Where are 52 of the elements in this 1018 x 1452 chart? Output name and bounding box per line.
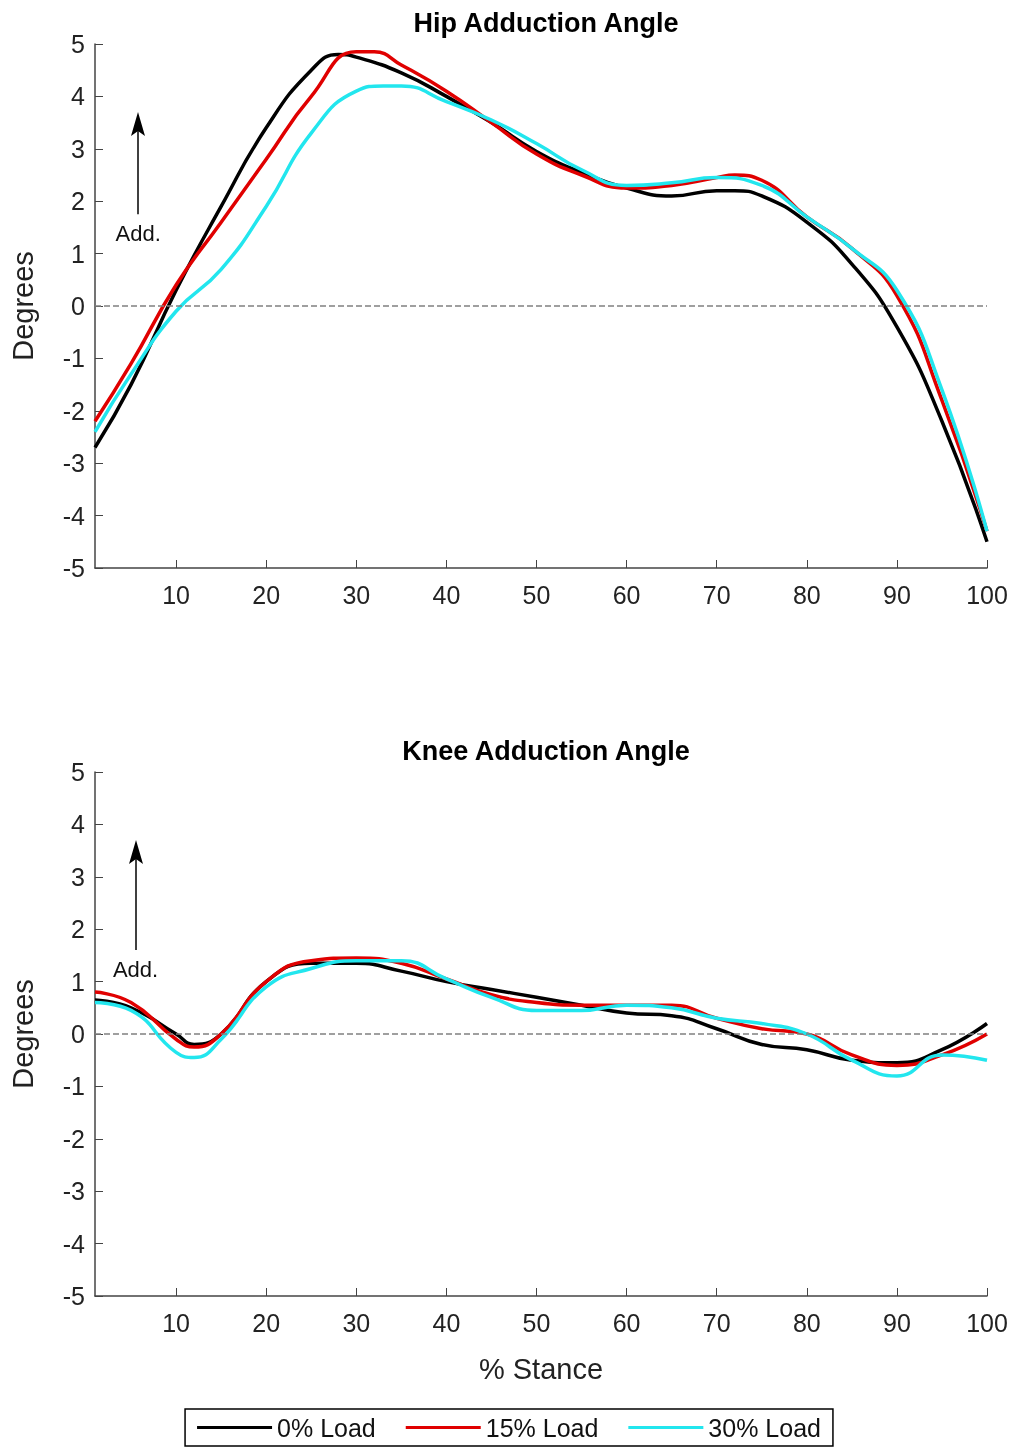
y-tick-label: 3 xyxy=(71,862,85,891)
chart-title: Knee Adduction Angle xyxy=(402,735,690,766)
x-tick-label: 10 xyxy=(162,580,190,609)
y-tick-label: 4 xyxy=(71,82,86,111)
x-tick-label: 70 xyxy=(702,580,731,609)
y-axis-title: Degrees xyxy=(6,979,39,1089)
x-tick-label: 20 xyxy=(252,580,281,609)
chart-title: Hip Adduction Angle xyxy=(413,7,679,38)
legend-label: 15% Load xyxy=(485,1413,599,1442)
y-tick-label: 0 xyxy=(71,292,85,320)
y-tick-label: -4 xyxy=(62,1229,86,1258)
y-tick-label: -2 xyxy=(62,396,85,425)
y-tick-label: 5 xyxy=(71,758,85,786)
y-tick-label: -2 xyxy=(62,1124,85,1153)
x-tick-label: 100 xyxy=(966,580,1008,609)
x-tick-label: 10 xyxy=(162,1308,190,1337)
x-tick-label: 30 xyxy=(342,580,371,609)
x-tick-label: 50 xyxy=(522,1308,551,1337)
y-tick-label: -1 xyxy=(62,1072,85,1101)
x-tick-label: 40 xyxy=(432,580,461,609)
y-tick-label: -1 xyxy=(62,344,85,373)
x-tick-label: 80 xyxy=(792,580,821,609)
annotation: Add. xyxy=(115,220,161,246)
y-tick-label: 1 xyxy=(71,967,85,996)
y-tick-label: -3 xyxy=(62,1177,85,1206)
y-tick-label: 5 xyxy=(71,30,85,58)
x-tick-label: 50 xyxy=(522,580,551,609)
x-axis-title: % Stance xyxy=(478,1352,604,1385)
x-tick-label: 20 xyxy=(252,1308,281,1337)
y-tick-label: 3 xyxy=(71,134,85,163)
y-tick-label: -5 xyxy=(62,1282,85,1310)
x-tick-label: 100 xyxy=(966,1308,1008,1337)
x-tick-label: 60 xyxy=(612,580,641,609)
x-tick-label: 90 xyxy=(882,1308,911,1337)
y-tick-label: -4 xyxy=(62,501,86,530)
y-tick-label: 0 xyxy=(71,1020,85,1048)
y-tick-label: 2 xyxy=(71,915,85,944)
x-tick-label: 70 xyxy=(702,1308,731,1337)
y-tick-label: -3 xyxy=(62,449,85,478)
y-tick-label: 1 xyxy=(71,239,85,268)
x-tick-label: 40 xyxy=(432,1308,461,1337)
y-tick-label: 4 xyxy=(71,810,86,839)
x-tick-label: 90 xyxy=(882,580,911,609)
x-tick-label: 30 xyxy=(342,1308,371,1337)
y-tick-label: -5 xyxy=(62,554,85,582)
y-tick-label: 2 xyxy=(71,187,85,216)
annotation: Add. xyxy=(112,956,159,982)
x-tick-label: 80 xyxy=(792,1308,821,1337)
x-tick-label: 60 xyxy=(612,1308,641,1337)
y-axis-title: Degrees xyxy=(6,251,39,361)
legend-label: 0% Load xyxy=(277,1413,376,1442)
legend-label: 30% Load xyxy=(708,1413,821,1442)
